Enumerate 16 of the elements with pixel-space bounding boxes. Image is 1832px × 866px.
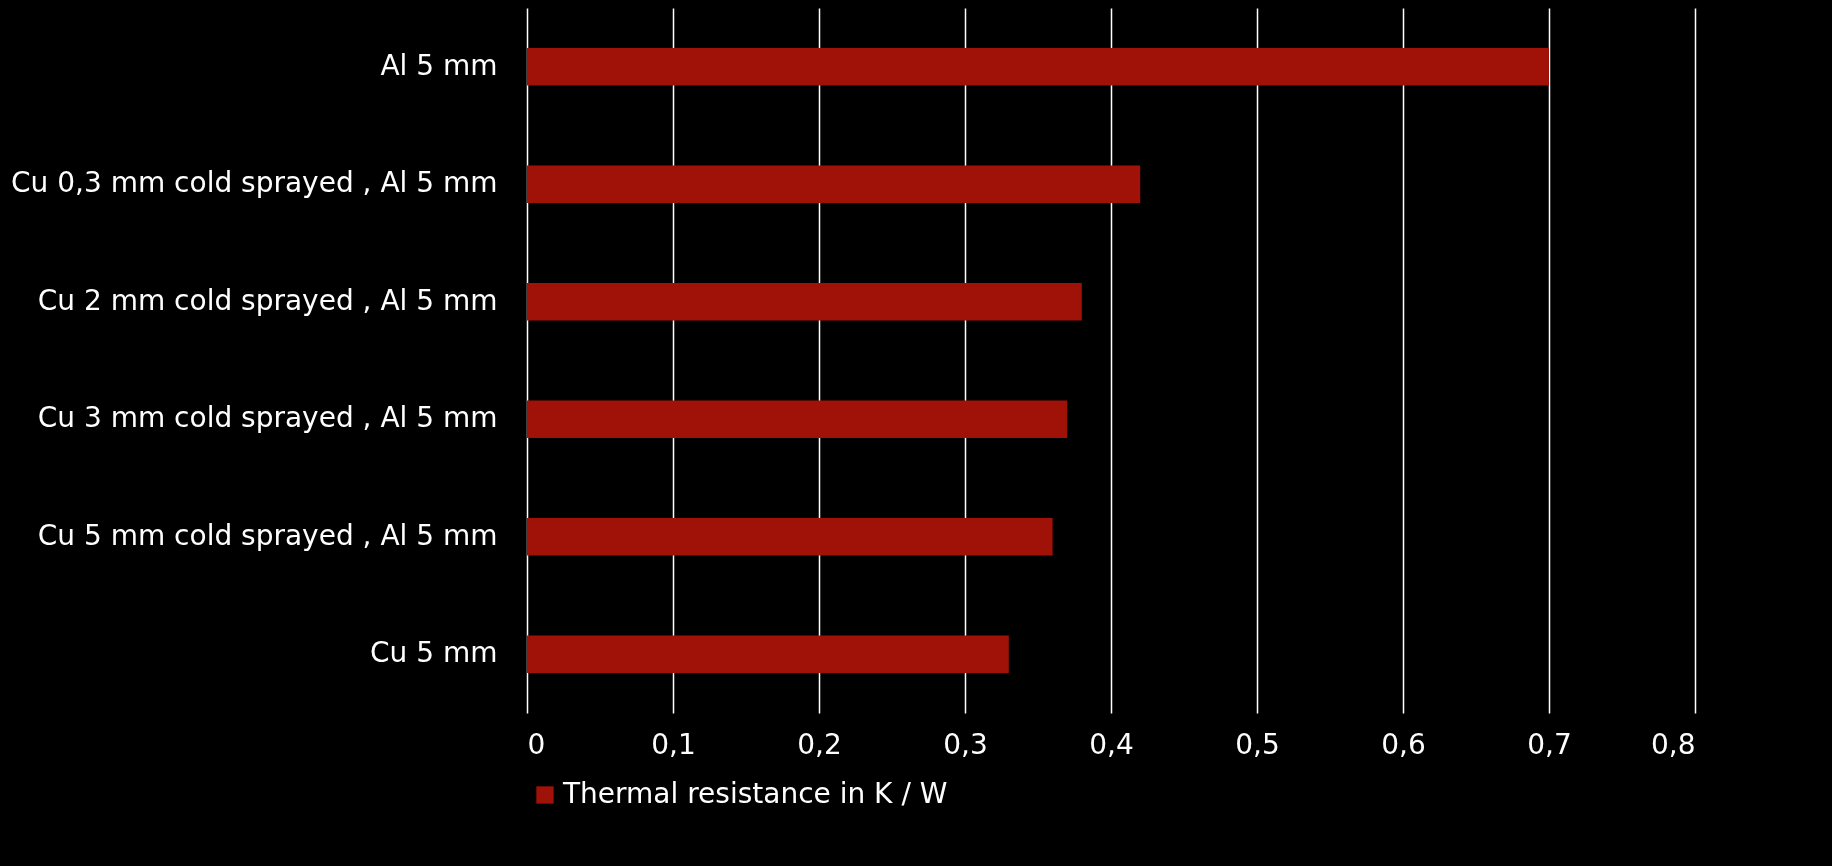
legend-label: Thermal resistance in K / W: [562, 777, 948, 810]
x-tick-label: 0,4: [1089, 727, 1134, 761]
x-tick-label: 0,2: [797, 727, 842, 761]
x-tick-label: 0,6: [1381, 727, 1426, 761]
y-tick-label: Cu 5 mm: [370, 636, 498, 670]
x-tick-label: 0,7: [1527, 727, 1572, 761]
x-tick-label: 0,8: [1650, 727, 1696, 761]
y-tick-label: Cu 5 mm cold sprayed , Al 5 mm: [37, 518, 498, 552]
y-tick-label: Al 5 mm: [380, 48, 498, 82]
x-tick-label: 0: [527, 727, 546, 761]
y-tick-label: Cu 2 mm cold sprayed , Al 5 mm: [37, 283, 498, 317]
x-tick-label: 0,3: [943, 727, 988, 761]
y-tick-label: Cu 3 mm cold sprayed , Al 5 mm: [37, 401, 498, 435]
x-tick-label: 0,5: [1235, 727, 1280, 761]
x-tick-label: 0,1: [651, 727, 696, 761]
y-tick-label: Cu 0,3 mm cold sprayed , Al 5 mm: [11, 166, 498, 200]
